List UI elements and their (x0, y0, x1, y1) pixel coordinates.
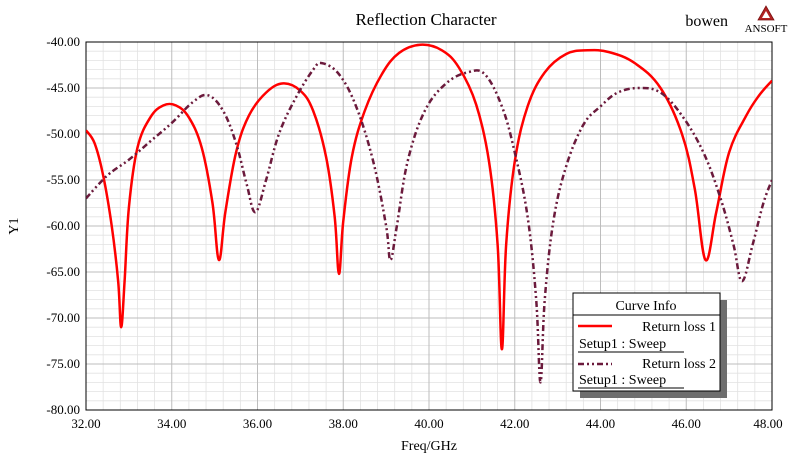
legend-entry-label: Return loss 2 (642, 357, 716, 372)
x-axis-label: Freq/GHz (401, 439, 457, 454)
x-tick-label: 38.00 (329, 416, 358, 431)
x-tick-label: 46.00 (672, 416, 701, 431)
author-label: bowen (685, 13, 728, 30)
x-tick-label: 40.00 (414, 416, 443, 431)
ansoft-logo-text: ANSOFT (745, 23, 788, 35)
x-tick-label: 44.00 (586, 416, 615, 431)
x-tick-label: 48.00 (753, 416, 782, 431)
series-line-return-loss-2 (86, 61, 772, 384)
x-tick-label: 32.00 (71, 416, 100, 431)
x-tick-label: 36.00 (243, 416, 272, 431)
y-tick-label: -40.00 (46, 34, 80, 49)
y-tick-label: -75.00 (46, 356, 80, 371)
y-axis-label: Y1 (7, 217, 22, 234)
x-axis: 32.00 34.00 36.00 38.00 40.00 42.00 44.0… (71, 416, 782, 431)
series-line-return-loss-1 (86, 43, 772, 351)
plot-frame (85, 41, 773, 411)
legend-entry-sub: Setup1 : Sweep (579, 373, 666, 388)
y-tick-label: -70.00 (46, 310, 80, 325)
y-tick-label: -80.00 (46, 402, 80, 417)
y-tick-label: -65.00 (46, 264, 80, 279)
y-tick-label: -50.00 (46, 126, 80, 141)
legend-title: Curve Info (615, 299, 676, 314)
ansoft-logo-icon-inner (762, 11, 770, 18)
x-tick-label: 34.00 (157, 416, 186, 431)
y-tick-label: -60.00 (46, 218, 80, 233)
y-tick-label: -45.00 (46, 80, 80, 95)
chart-title: Reflection Character (355, 10, 496, 29)
legend-entry-sub: Setup1 : Sweep (579, 337, 666, 352)
y-axis: -40.00 -45.00 -50.00 -55.00 -60.00 -65.0… (46, 34, 80, 417)
series-layer (86, 43, 772, 384)
y-tick-label: -55.00 (46, 172, 80, 187)
legend-entry-label: Return loss 1 (642, 320, 716, 335)
ansoft-logo: ANSOFT (745, 5, 788, 35)
x-tick-label: 42.00 (500, 416, 529, 431)
legend-box (572, 292, 721, 392)
legend: Curve Info Return loss 1 Setup1 : Sweep … (572, 292, 727, 398)
